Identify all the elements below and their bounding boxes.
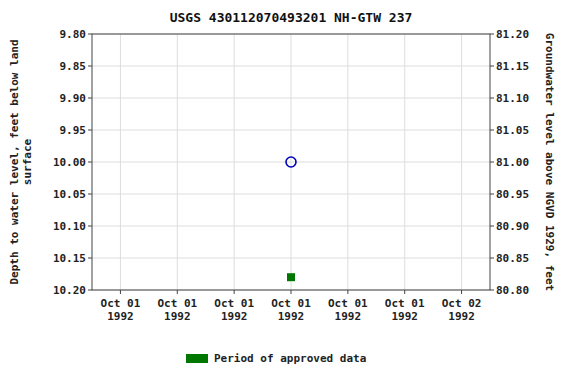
tick-mark xyxy=(177,290,178,294)
tick-label: 10.00 xyxy=(53,156,86,169)
text-line: 1992 xyxy=(335,310,362,323)
tick-mark xyxy=(490,226,494,227)
grid-line xyxy=(347,34,348,290)
tick-mark xyxy=(490,290,494,291)
tick-label: Oct 011992 xyxy=(214,297,254,323)
tick-mark xyxy=(490,66,494,67)
tick-mark xyxy=(490,162,494,163)
tick-mark xyxy=(490,194,494,195)
tick-label: Oct 011992 xyxy=(157,297,197,323)
tick-mark xyxy=(490,130,494,131)
text-line: 1992 xyxy=(278,310,305,323)
chart: 9.80 9.85 9.90 9.95 10.00 10.05 10.10 10.15 10.2… xyxy=(0,0,576,384)
text-line: Oct 01 xyxy=(214,297,254,310)
tick-label: 80.95 xyxy=(496,188,529,201)
tick-label: 81.15 xyxy=(496,60,529,73)
text-line: 1992 xyxy=(107,310,134,323)
text-line: Oct 01 xyxy=(101,297,141,310)
grid-line xyxy=(404,34,405,290)
text-line: Depth to water level, feet below land xyxy=(8,39,21,284)
tick-label: 81.05 xyxy=(496,124,529,137)
grid-line xyxy=(291,34,292,290)
text-line: 1992 xyxy=(391,310,418,323)
text-line: 1992 xyxy=(221,310,248,323)
text-line: 1992 xyxy=(164,310,191,323)
tick-mark xyxy=(88,194,92,195)
tick-label: 10.20 xyxy=(53,284,86,297)
legend: Period of approved data xyxy=(186,352,366,365)
title: USGS 430112070493201 NH-GTW 237 xyxy=(170,10,413,25)
tick-mark xyxy=(88,66,92,67)
grid xyxy=(92,34,490,290)
text-line: 1992 xyxy=(448,310,475,323)
y-axis-label: Depth to water level, feet below landsur… xyxy=(8,39,34,284)
text-line: Groundwater level above NGVD 1929, feet xyxy=(543,33,556,291)
tick-mark xyxy=(490,34,494,35)
plot-frame xyxy=(92,34,490,290)
tick-label: Oct 011992 xyxy=(328,297,368,323)
text-line: Oct 01 xyxy=(385,297,425,310)
point xyxy=(286,157,296,167)
grid-line xyxy=(120,34,121,290)
tick-label: 81.20 xyxy=(496,28,529,41)
grid-line xyxy=(461,34,462,290)
tick-label: 10.15 xyxy=(53,252,86,265)
tick-label: Oct 011992 xyxy=(271,297,311,323)
grid-line xyxy=(177,34,178,290)
text-line: Oct 01 xyxy=(157,297,197,310)
tick-mark xyxy=(291,290,292,294)
tick-label: Oct 021992 xyxy=(442,297,482,323)
marks xyxy=(286,157,296,281)
text-line: Oct 02 xyxy=(442,297,482,310)
axis-labels: Depth to water level, feet below landsur… xyxy=(8,33,556,291)
tick-mark xyxy=(347,290,348,294)
tick-mark xyxy=(88,162,92,163)
tick-mark xyxy=(88,98,92,99)
legend-swatch xyxy=(186,354,208,363)
axes: 9.80 9.85 9.90 9.95 10.00 10.05 10.10 10.15 10.2… xyxy=(53,28,529,323)
y2-axis-label: Groundwater level above NGVD 1929, feet xyxy=(543,33,556,291)
tick-mark xyxy=(88,226,92,227)
tick-label: 10.05 xyxy=(53,188,86,201)
tick-label: 81.10 xyxy=(496,92,529,105)
tick-label: 9.85 xyxy=(60,60,87,73)
tick-label: 9.80 xyxy=(60,28,87,41)
tick-label: 9.95 xyxy=(60,124,87,137)
tick-mark xyxy=(88,290,92,291)
tick-label: 10.10 xyxy=(53,220,86,233)
legend-label: Period of approved data xyxy=(214,352,366,365)
tick-mark xyxy=(404,290,405,294)
tick-label: 80.80 xyxy=(496,284,529,297)
tick-mark xyxy=(88,34,92,35)
tick-label: 9.90 xyxy=(60,92,87,105)
tick-label: 80.90 xyxy=(496,220,529,233)
tick-mark xyxy=(120,290,121,294)
text-line: Oct 01 xyxy=(328,297,368,310)
tick-mark xyxy=(490,258,494,259)
tick-mark xyxy=(88,258,92,259)
tick-label: 81.00 xyxy=(496,156,529,169)
tick-mark xyxy=(88,130,92,131)
text-line: surface xyxy=(21,138,34,185)
grid-line xyxy=(234,34,235,290)
point xyxy=(287,273,295,281)
tick-label: Oct 011992 xyxy=(101,297,141,323)
tick-label: 80.85 xyxy=(496,252,529,265)
tick-mark xyxy=(234,290,235,294)
tick-mark xyxy=(461,290,462,294)
text-line: Oct 01 xyxy=(271,297,311,310)
tick-label: Oct 011992 xyxy=(385,297,425,323)
tick-mark xyxy=(490,98,494,99)
